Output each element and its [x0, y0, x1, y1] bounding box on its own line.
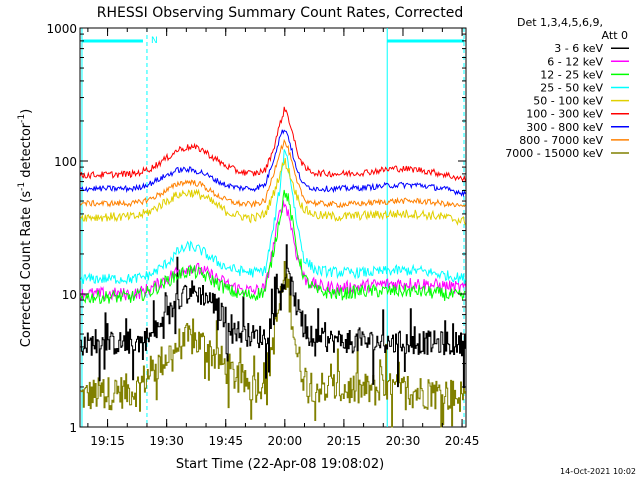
x-tick-label-0: 19:15: [90, 434, 125, 448]
series-line-1: [79, 199, 466, 302]
y-axis-label: Corrected Count Rate (s-1 detector-1): [17, 109, 34, 347]
chart-title: RHESSI Observing Summary Count Rates, Co…: [97, 5, 463, 21]
plot-frame: [79, 27, 467, 428]
legend-label-4: 50 - 100 keV: [533, 95, 603, 108]
legend-label-8: 7000 - 15000 keV: [505, 147, 603, 160]
x-axis: 19:15 19:30 19:45 20:00 20:15 20:30 20:45: [87, 28, 480, 448]
legend-header-0: Det 1,3,4,5,6,9,: [517, 16, 603, 29]
y-axis-label-sup-1: -1: [17, 182, 27, 191]
x-axis-label: Start Time (22-Apr-08 19:08:02): [176, 457, 384, 472]
legend-label-0: 3 - 6 keV: [554, 42, 603, 55]
y-tick-label-3: 1000: [46, 22, 77, 36]
legend-label-5: 100 - 300 keV: [526, 108, 603, 121]
x-tick-label-2: 19:45: [208, 434, 243, 448]
series-line-7: [80, 138, 466, 209]
series-line-5: [79, 106, 466, 182]
legend-header-1: Att 0: [602, 29, 628, 42]
legend-label-3: 25 - 50 keV: [540, 82, 603, 95]
legend-label-1: 6 - 12 keV: [547, 55, 603, 68]
legend-label-7: 800 - 7000 keV: [519, 134, 603, 147]
x-tick-label-3: 20:00: [268, 434, 303, 448]
series-group: [79, 106, 466, 428]
y-axis-label-sup-2: -1: [17, 114, 27, 123]
y-tick-label-2: 100: [54, 155, 77, 169]
footer-timestamp: 14-Oct-2021 10:02: [560, 467, 636, 476]
series-line-3: [79, 149, 466, 285]
legend-label-6: 300 - 800 keV: [526, 121, 603, 134]
y-axis-label-end: ): [19, 109, 34, 114]
series-line-8: [80, 261, 466, 428]
series-line-4: [79, 158, 466, 226]
y-axis-label-main: Corrected Count Rate (s: [19, 191, 34, 348]
x-tick-label-6: 20:45: [445, 434, 480, 448]
y-axis: 1 10 100 1000: [46, 22, 466, 435]
series-line-2: [79, 189, 466, 305]
y-tick-label-0: 1: [69, 421, 77, 435]
x-tick-label-1: 19:30: [149, 434, 184, 448]
y-tick-label-1: 10: [62, 288, 77, 302]
night-label: N: [151, 36, 158, 46]
series-line-0: [80, 244, 466, 388]
series-line-6: [80, 129, 466, 198]
x-tick-label-5: 20:30: [386, 434, 421, 448]
x-tick-label-4: 20:15: [327, 434, 362, 448]
night-markers: N: [81, 28, 465, 427]
legend-label-2: 12 - 25 keV: [540, 68, 603, 81]
y-axis-label-mid: detector: [19, 122, 34, 182]
